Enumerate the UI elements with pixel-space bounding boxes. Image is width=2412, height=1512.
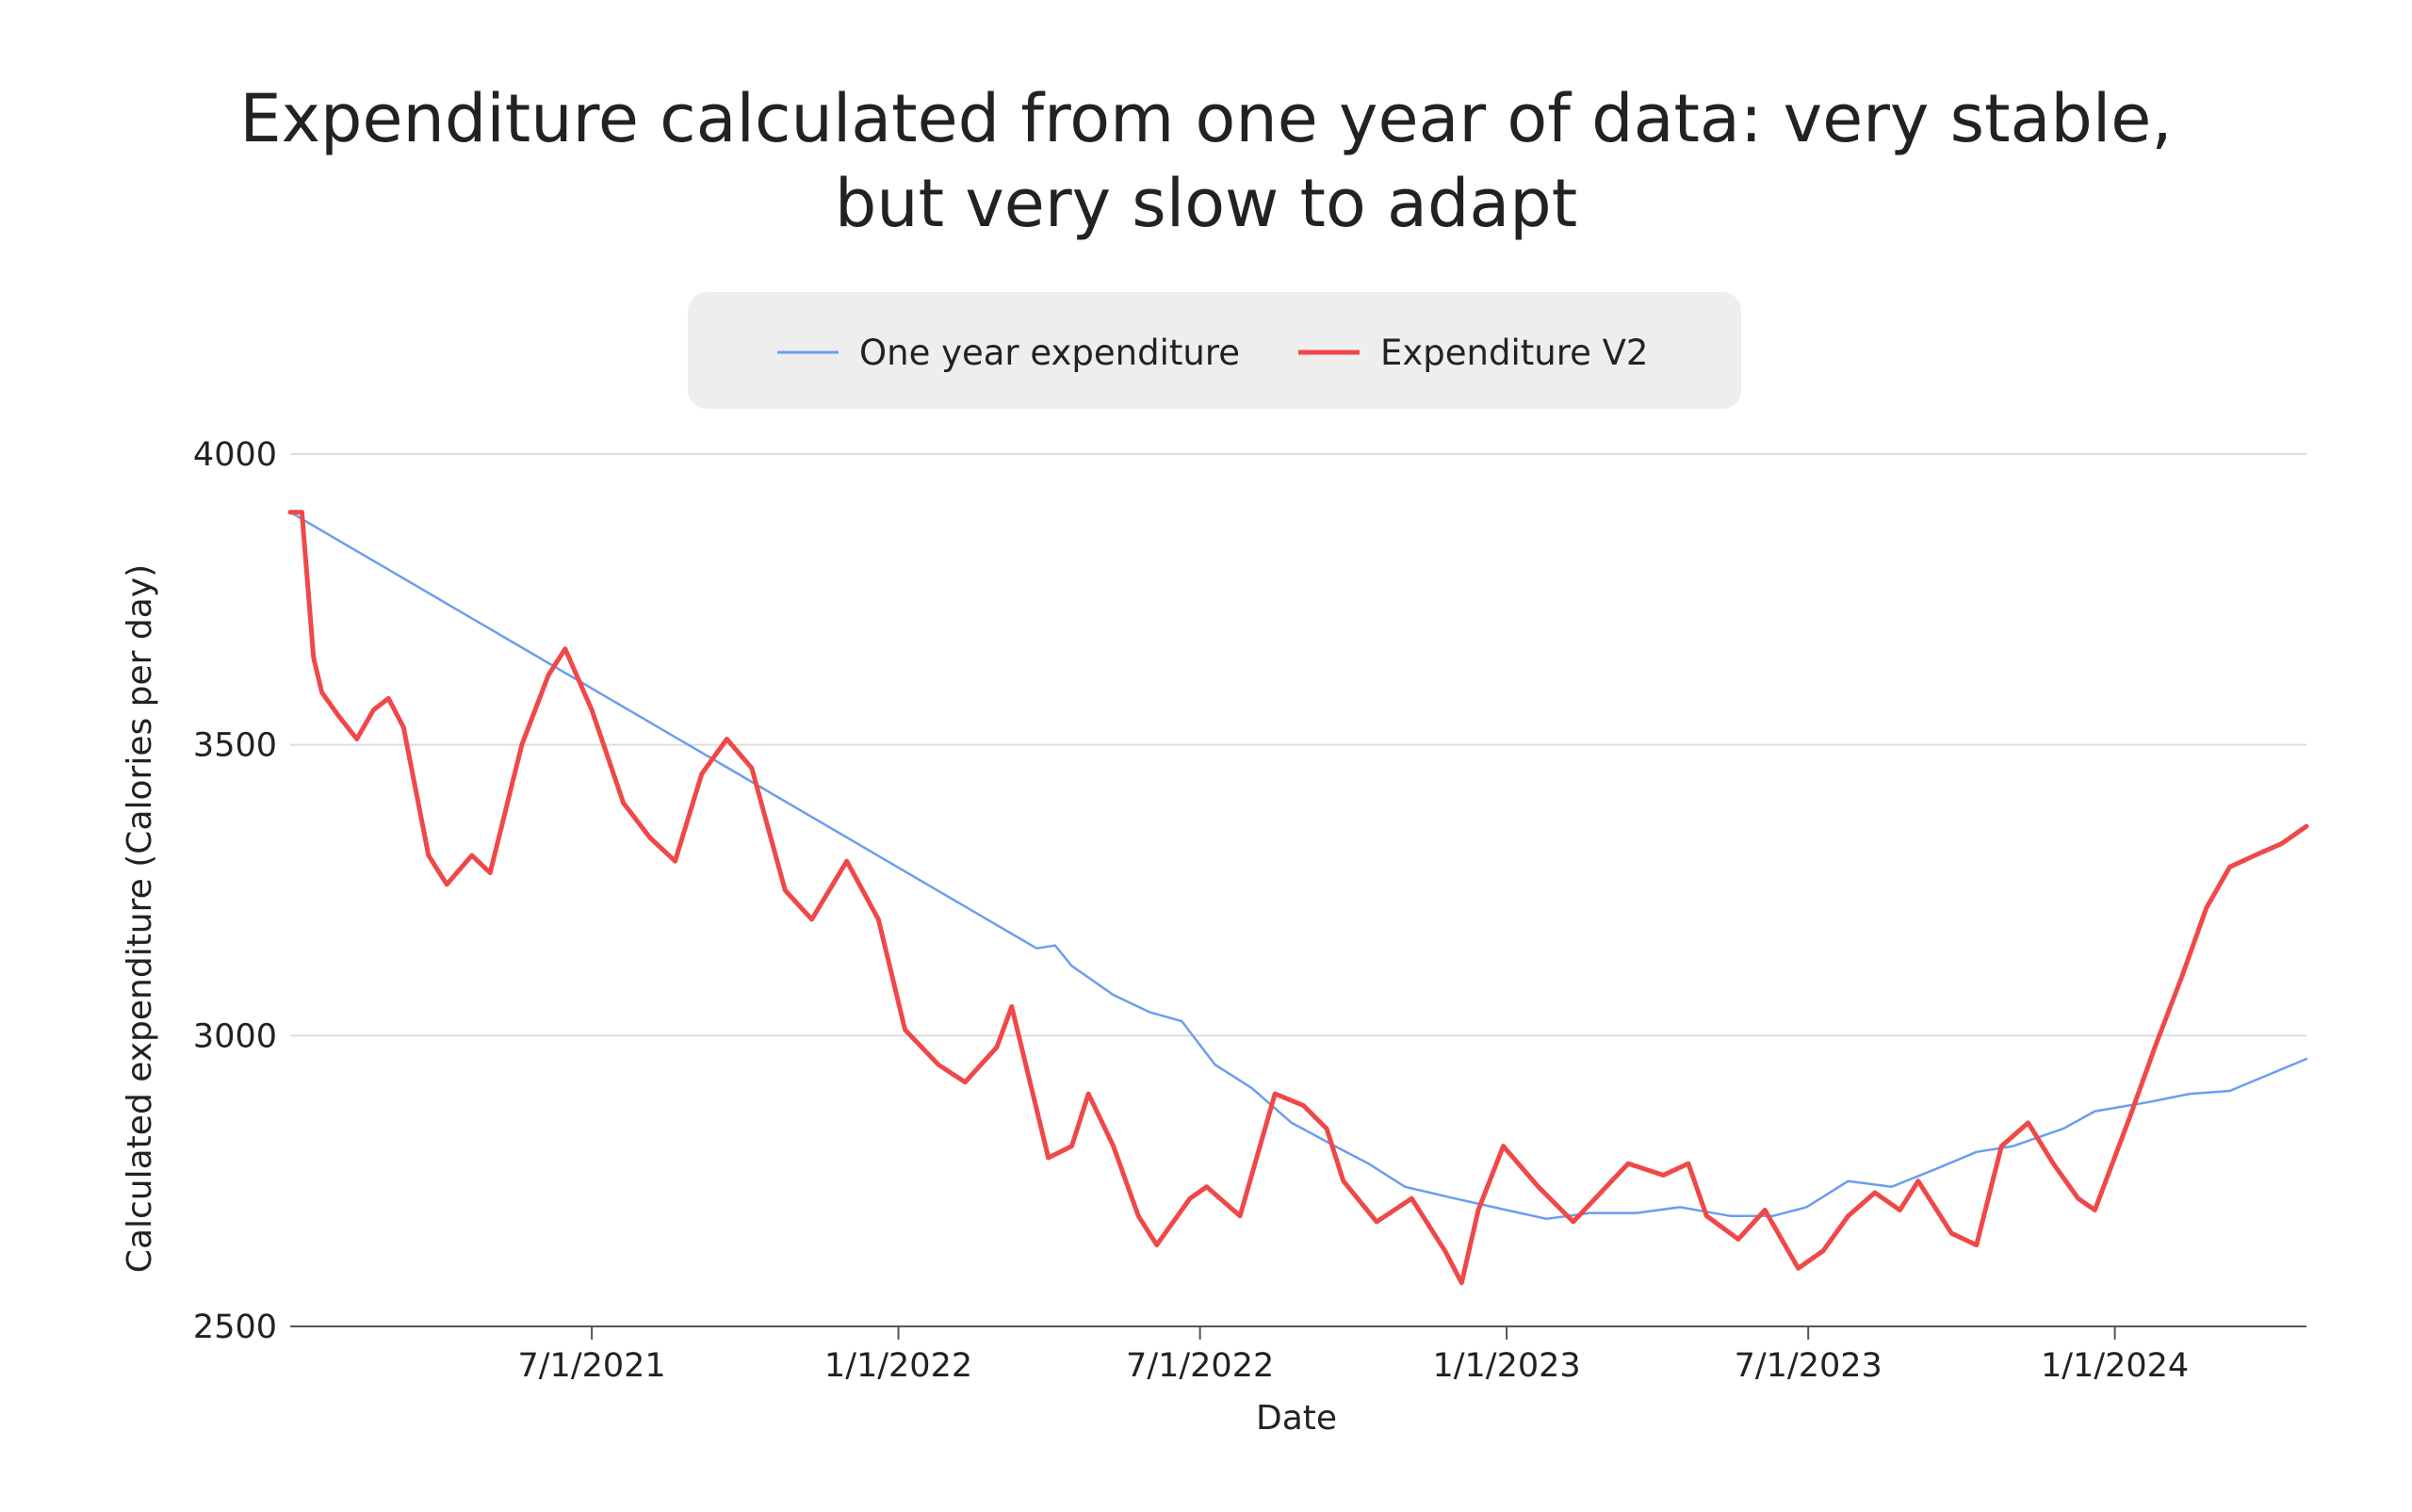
y-axis-ticks: 2500 3000 3500 4000: [193, 436, 277, 1346]
grid: [290, 453, 2306, 1037]
y-axis-title: Calculated expenditure (Calories per day…: [121, 564, 159, 1273]
legend-label-v2: Expenditure V2: [1380, 333, 1648, 373]
x-axis-ticks: 7/1/2021 1/1/2022 7/1/2022 1/1/2023 7/1/2023…: [518, 1326, 2189, 1385]
series-layer: [287, 510, 2309, 1286]
y-tick-label: 4000: [193, 436, 277, 474]
y-tick-label: 3000: [193, 1017, 277, 1055]
x-tick-label: 7/1/2021: [518, 1347, 666, 1385]
series-line-one-year-expenditure: [288, 511, 2308, 1221]
x-tick-label: 1/1/2023: [1432, 1347, 1580, 1385]
x-tick-label: 1/1/2022: [824, 1347, 972, 1385]
x-axis-title: Date: [1256, 1399, 1337, 1438]
chart-title-line-1: Expenditure calculated from one year of …: [239, 80, 2172, 157]
chart-title: Expenditure calculated from one year of …: [239, 80, 2172, 242]
legend: One year expenditure Expenditure V2: [688, 292, 1741, 409]
chart-title-line-2: but very slow to adapt: [835, 165, 1577, 242]
x-tick-label: 1/1/2024: [2041, 1347, 2189, 1385]
legend-box: [688, 292, 1741, 409]
y-tick-label: 3500: [193, 727, 277, 765]
legend-label-one-year: One year expenditure: [859, 333, 1240, 373]
x-tick-label: 7/1/2023: [1735, 1347, 1882, 1385]
x-tick-label: 7/1/2022: [1126, 1347, 1274, 1385]
series-line-expenditure-v2: [287, 510, 2309, 1286]
y-tick-label: 2500: [193, 1309, 277, 1346]
